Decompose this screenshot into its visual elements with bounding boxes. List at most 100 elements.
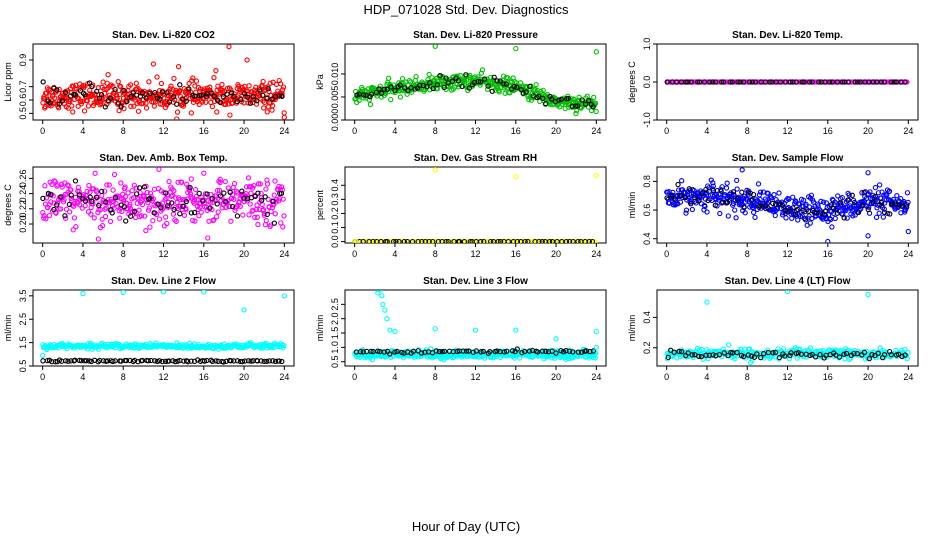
data-point	[253, 101, 260, 107]
data-point	[158, 204, 164, 211]
data-point	[460, 348, 466, 354]
data-point	[368, 91, 375, 97]
x-tick-label: 8	[433, 249, 438, 259]
data-point	[586, 238, 592, 243]
data-point	[782, 353, 788, 359]
data-point	[164, 203, 171, 209]
data-point	[818, 198, 824, 205]
outlier-point	[513, 45, 519, 52]
data-point	[82, 92, 88, 98]
data-point	[368, 238, 374, 243]
data-point	[145, 358, 151, 364]
data-point	[264, 358, 270, 365]
data-point	[503, 81, 510, 87]
data-point	[227, 189, 233, 196]
data-point	[191, 200, 197, 206]
outlier-point	[80, 290, 86, 297]
data-point	[734, 186, 740, 192]
data-point	[272, 358, 279, 364]
data-point	[592, 355, 598, 361]
data-point	[242, 358, 248, 364]
x-tick-label: 4	[80, 372, 85, 382]
data-point	[445, 238, 451, 243]
data-point	[107, 83, 113, 89]
x-tick-label: 24	[279, 372, 289, 382]
data-point	[183, 207, 189, 213]
data-point	[904, 190, 911, 196]
data-point	[51, 178, 57, 184]
x-tick-label: 24	[591, 126, 601, 136]
data-point	[172, 358, 178, 365]
data-point	[177, 87, 183, 94]
data-point	[279, 93, 285, 99]
data-point	[264, 109, 270, 115]
data-point	[276, 358, 282, 364]
y-axis-label: percent	[315, 189, 325, 220]
data-point	[902, 346, 908, 352]
data-point	[439, 348, 445, 355]
outlier-point	[472, 327, 479, 333]
outlier-point	[593, 172, 599, 179]
data-point	[143, 100, 149, 106]
data-point	[147, 190, 154, 196]
data-point	[802, 217, 809, 223]
x-tick-label: 20	[863, 249, 873, 259]
data-point	[873, 79, 880, 85]
y-axis-label: degrees C	[3, 184, 13, 226]
data-point	[566, 238, 573, 243]
data-point	[746, 79, 753, 85]
data-point	[207, 205, 213, 211]
x-tick-label: 16	[199, 249, 209, 259]
data-point	[227, 203, 233, 210]
data-point	[732, 356, 738, 362]
data-point	[86, 80, 93, 86]
data-point	[563, 238, 570, 243]
data-point	[689, 206, 696, 213]
data-point	[46, 212, 53, 219]
data-point	[496, 89, 502, 95]
data-point	[867, 189, 873, 195]
data-point	[112, 86, 118, 93]
data-point	[40, 358, 46, 364]
data-point	[790, 194, 796, 200]
data-point	[188, 110, 195, 116]
data-point	[523, 89, 529, 95]
data-point	[195, 357, 201, 363]
data-point	[205, 235, 211, 241]
x-tick-label: 12	[470, 249, 480, 259]
y-tick-label: 0.2	[330, 207, 340, 220]
outlier-point	[593, 328, 599, 335]
data-point	[741, 353, 747, 360]
data-point	[881, 209, 888, 215]
data-point	[837, 200, 844, 206]
y-tick-label: 0.5	[330, 355, 340, 368]
data-point	[560, 349, 567, 355]
data-point	[481, 238, 487, 243]
data-point	[730, 189, 737, 195]
data-point	[795, 217, 801, 223]
y-tick-label: 1.5	[330, 327, 340, 340]
data-point	[404, 238, 411, 243]
data-point	[592, 238, 598, 243]
outlier-point	[281, 293, 287, 299]
data-point	[228, 358, 234, 364]
data-point	[183, 198, 189, 205]
data-point	[63, 215, 69, 221]
data-point	[904, 79, 910, 85]
data-point	[59, 184, 65, 190]
data-point	[211, 75, 217, 81]
data-point	[238, 96, 244, 103]
data-point	[739, 189, 745, 195]
outlier-point	[150, 61, 157, 67]
data-point	[836, 354, 843, 360]
data-point	[514, 238, 521, 243]
data-point	[279, 87, 286, 93]
outlier-point	[513, 327, 519, 333]
data-point	[239, 188, 245, 194]
x-tick-label: 20	[863, 372, 873, 382]
data-point	[151, 210, 157, 216]
data-point	[187, 191, 194, 197]
data-point	[751, 209, 757, 216]
data-point	[185, 89, 192, 95]
panel-title: Stan. Dev. Li-820 CO2	[112, 30, 215, 41]
